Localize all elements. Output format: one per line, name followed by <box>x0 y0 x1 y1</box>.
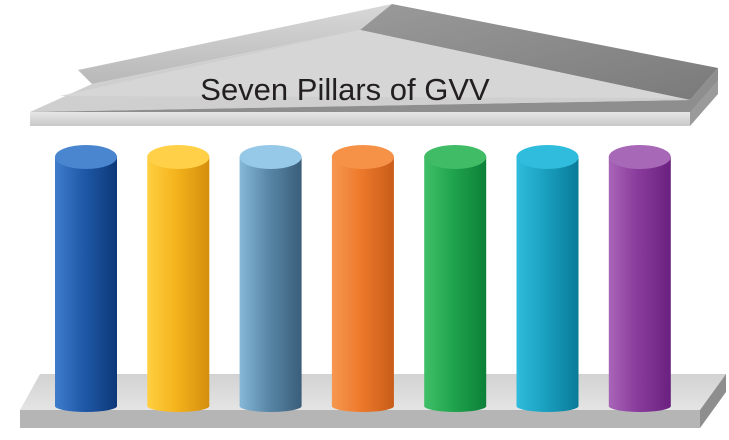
pillar-4-top <box>331 145 394 169</box>
pillar-3 <box>239 145 302 406</box>
entablature-right-edge <box>690 80 718 126</box>
pillar-7 <box>608 145 671 406</box>
base-right-side <box>700 374 726 428</box>
pillar-2-shaft <box>147 157 210 406</box>
pillars <box>55 145 671 406</box>
pediment-front-highlight <box>60 30 680 98</box>
pillar-bottoms <box>55 374 671 412</box>
base-front <box>20 410 700 428</box>
pillar-2 <box>147 145 210 406</box>
entablature-side <box>30 68 718 126</box>
pillar-3-top <box>239 145 302 169</box>
entablature <box>30 68 718 126</box>
pillar-1-top <box>55 145 117 169</box>
pillar-7-shaft <box>608 157 671 406</box>
diagram-title: Seven Pillars of GVV <box>200 72 490 107</box>
pillar-6-shaft-base <box>516 374 579 406</box>
pillar-6 <box>516 145 579 406</box>
pillar-5 <box>424 145 487 406</box>
pillar-6-shaft <box>516 157 579 406</box>
pillar-1-shaft-base <box>55 374 117 406</box>
pillar-5-top <box>424 145 487 169</box>
roof <box>30 4 718 112</box>
pillar-4-shaft <box>331 157 394 406</box>
pillar-5-shaft-base <box>424 374 487 406</box>
pillar-4-shaft-base <box>331 374 394 406</box>
pillar-2-top <box>147 145 210 169</box>
pillar-6-top <box>516 145 579 169</box>
roof-right-face <box>360 4 718 100</box>
pillar-7-top <box>608 145 671 169</box>
entablature-front <box>30 112 690 126</box>
pillar-2-shaft-base <box>147 374 210 406</box>
pillar-1 <box>55 145 117 406</box>
pillar-3-shaft <box>239 157 302 406</box>
roof-left-face <box>78 4 392 84</box>
pillar-7-shaft-base <box>608 374 671 406</box>
pillar-5-shaft <box>424 157 487 406</box>
pillar-4 <box>331 145 394 406</box>
pillar-3-shaft-base <box>239 374 302 406</box>
pillar-1-shaft <box>55 157 117 406</box>
